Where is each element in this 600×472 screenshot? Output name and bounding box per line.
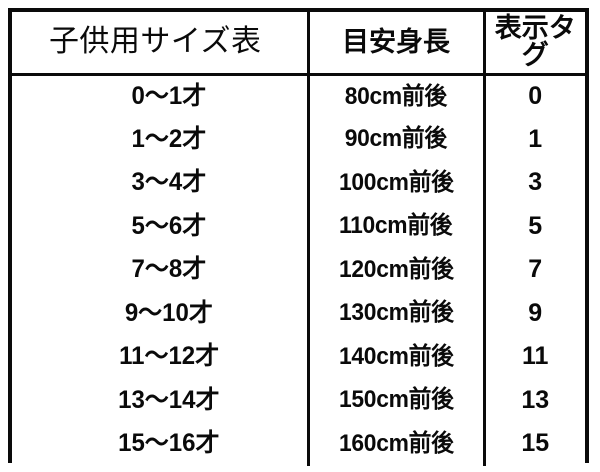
age-range-value: 3〜4才 xyxy=(131,168,207,197)
column-header-height-label: 目安身長 xyxy=(342,26,450,57)
table-row: 0〜1才 80cm前後 0 xyxy=(12,74,585,118)
table-body: 0〜1才 80cm前後 0 1〜2才 90cm前後 1 3〜4才 100cm前後 3 5〜6才 11… xyxy=(12,74,585,466)
display-tag-value: 9 xyxy=(528,298,543,327)
display-tag-value: 13 xyxy=(521,385,550,414)
cell-display-tag: 0 xyxy=(482,74,585,118)
table-row: 15〜16才 160cm前後 15 xyxy=(12,422,585,466)
table-header-row: 子供用サイズ表 目安身長 表示タグ xyxy=(12,12,585,76)
cell-display-tag: 1 xyxy=(482,117,585,161)
cell-reference-height: 160cm前後 xyxy=(306,422,484,466)
column-header-age: 子供用サイズ表 xyxy=(12,12,308,76)
reference-height-value: 110cm前後 xyxy=(339,212,453,240)
display-tag-value: 1 xyxy=(528,124,543,153)
age-range-value: 7〜8才 xyxy=(131,255,207,284)
column-header-tag-label: 表示タグ xyxy=(494,13,576,71)
column-header-tag: 表示タグ xyxy=(482,12,585,76)
display-tag-value: 5 xyxy=(528,211,543,240)
age-range-value: 0〜1才 xyxy=(131,82,207,110)
cell-display-tag: 3 xyxy=(482,161,585,205)
size-chart-container: 子供用サイズ表 目安身長 表示タグ 0〜1才 80cm前後 0 1〜2才 90cm前後 1… xyxy=(8,8,589,466)
table-row: 7〜8才 120cm前後 7 xyxy=(12,248,585,292)
childrens-size-table: 子供用サイズ表 目安身長 表示タグ 0〜1才 80cm前後 0 1〜2才 90cm前後 1… xyxy=(12,12,585,466)
cell-display-tag: 11 xyxy=(482,335,585,379)
age-range-value: 1〜2才 xyxy=(131,124,207,153)
display-tag-value: 11 xyxy=(522,342,549,371)
cell-age-range: 11〜12才 xyxy=(12,335,308,379)
table-header: 子供用サイズ表 目安身長 表示タグ xyxy=(12,12,585,76)
display-tag-value: 3 xyxy=(528,168,543,197)
cell-age-range: 5〜6才 xyxy=(12,204,308,248)
cell-display-tag: 5 xyxy=(482,204,585,248)
cell-reference-height: 100cm前後 xyxy=(306,161,484,205)
column-header-age-label: 子供用サイズ表 xyxy=(48,25,262,59)
display-tag-value: 15 xyxy=(521,429,550,458)
column-header-height: 目安身長 xyxy=(306,12,484,76)
cell-display-tag: 15 xyxy=(482,422,585,466)
reference-height-value: 100cm前後 xyxy=(338,168,454,196)
cell-reference-height: 90cm前後 xyxy=(306,117,484,161)
table-row: 11〜12才 140cm前後 11 xyxy=(12,335,585,379)
reference-height-value: 120cm前後 xyxy=(338,255,454,283)
cell-age-range: 13〜14才 xyxy=(12,378,308,422)
cell-reference-height: 150cm前後 xyxy=(306,378,484,422)
cell-age-range: 0〜1才 xyxy=(12,74,308,118)
reference-height-value: 80cm前後 xyxy=(344,82,448,110)
reference-height-value: 90cm前後 xyxy=(344,125,448,153)
cell-reference-height: 110cm前後 xyxy=(306,204,484,248)
cell-reference-height: 80cm前後 xyxy=(306,74,484,118)
age-range-value: 11〜12才 xyxy=(119,342,220,371)
cell-display-tag: 7 xyxy=(482,248,585,292)
cell-display-tag: 13 xyxy=(482,378,585,422)
table-row: 3〜4才 100cm前後 3 xyxy=(12,161,585,205)
reference-height-value: 160cm前後 xyxy=(338,429,454,457)
cell-reference-height: 120cm前後 xyxy=(306,248,484,292)
table-row: 1〜2才 90cm前後 1 xyxy=(12,117,585,161)
cell-age-range: 7〜8才 xyxy=(12,248,308,292)
age-range-value: 5〜6才 xyxy=(131,211,207,240)
display-tag-value: 0 xyxy=(528,82,543,110)
display-tag-value: 7 xyxy=(528,255,543,284)
age-range-value: 15〜16才 xyxy=(118,429,220,458)
reference-height-value: 150cm前後 xyxy=(338,386,454,414)
age-range-value: 13〜14才 xyxy=(118,385,220,414)
age-range-value: 9〜10才 xyxy=(125,298,214,327)
cell-age-range: 1〜2才 xyxy=(12,117,308,161)
table-row: 9〜10才 130cm前後 9 xyxy=(12,291,585,335)
reference-height-value: 130cm前後 xyxy=(338,299,454,327)
cell-display-tag: 9 xyxy=(482,291,585,335)
cell-age-range: 3〜4才 xyxy=(12,161,308,205)
cell-age-range: 15〜16才 xyxy=(12,422,308,466)
cell-reference-height: 130cm前後 xyxy=(306,291,484,335)
cell-age-range: 9〜10才 xyxy=(12,291,308,335)
table-row: 5〜6才 110cm前後 5 xyxy=(12,204,585,248)
reference-height-value: 140cm前後 xyxy=(338,342,454,370)
table-row: 13〜14才 150cm前後 13 xyxy=(12,378,585,422)
cell-reference-height: 140cm前後 xyxy=(306,335,484,379)
